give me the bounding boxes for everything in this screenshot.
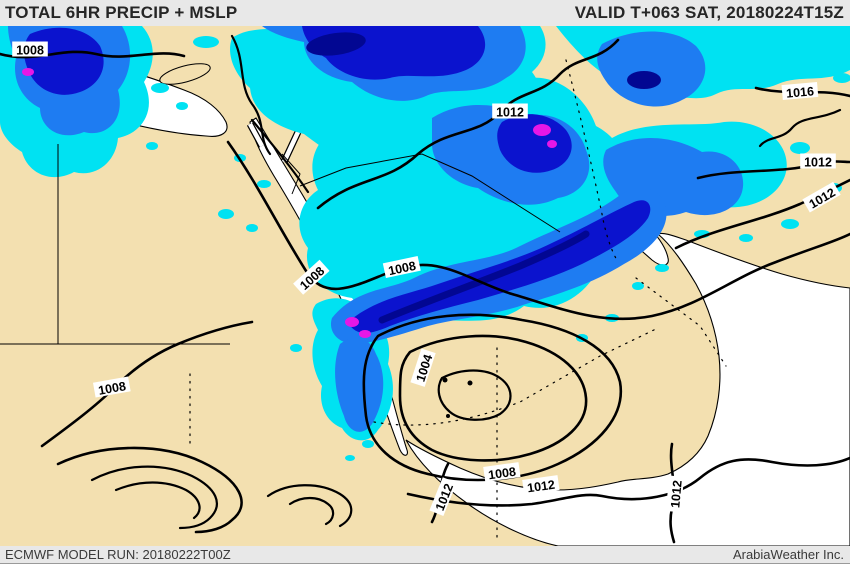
isobar-label: 1012 [665,475,685,513]
isobar-label: 1008 [382,255,421,278]
border-layer [0,59,727,543]
isobar-label: 1012 [522,475,560,496]
brand-label: ArabiaWeather Inc. [732,547,844,562]
isobar-label: 1016 [781,81,819,101]
cyprus-island [159,63,211,85]
footer-bar: ECMWF MODEL RUN: 20180222T00Z ArabiaWeat… [0,546,850,564]
svg-text:1012: 1012 [526,478,556,496]
svg-text:1008: 1008 [487,465,517,483]
isobar-label: 1012 [492,103,528,120]
svg-text:1008: 1008 [16,44,44,58]
svg-text:1016: 1016 [786,84,815,100]
page-title: TOTAL 6HR PRECIP + MSLP [5,3,238,22]
model-run-label: ECMWF MODEL RUN: 20180222T00Z [5,547,231,562]
gulf-aqaba-suez [248,122,301,163]
isobar-label: 1008 [483,462,521,483]
isobar-label: 1008 [92,376,131,398]
svg-text:1012: 1012 [668,480,684,509]
svg-text:1008: 1008 [97,379,127,398]
map-area: 1008 1012 1016 1012 1012 1008 1008 1008 1004 1008… [0,26,850,546]
arabian-sea [405,232,850,546]
svg-text:1012: 1012 [804,156,832,170]
isobar-label: 1008 [12,41,48,58]
precip-layer [0,26,850,461]
svg-text:1012: 1012 [496,106,524,120]
svg-text:1008: 1008 [387,259,417,278]
precip-extreme-layer [22,68,557,338]
header-bar: TOTAL 6HR PRECIP + MSLP VALID T+063 SAT,… [0,0,850,26]
valid-time-label: VALID T+063 SAT, 20180224T15Z [574,3,844,22]
precip-heavy-layer [24,26,661,333]
isobar-label: 1012 [800,153,836,170]
